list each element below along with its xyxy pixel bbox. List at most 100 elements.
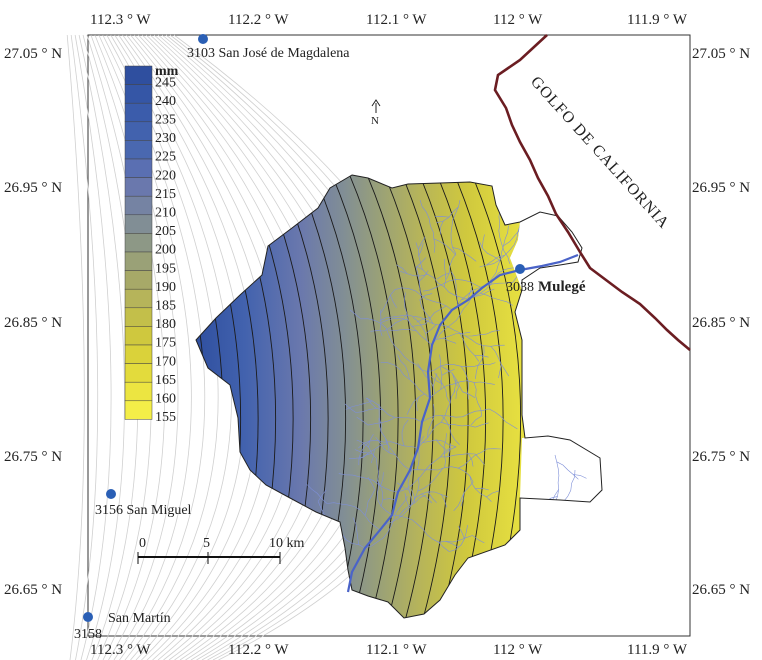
basin-isohyet (364, 175, 417, 618)
stream (443, 433, 447, 468)
stream (455, 385, 460, 399)
rainfall-legend: mm 245 240 235 230 225 220 215 210 205 200 195 190 1… (124, 64, 179, 425)
stream (417, 467, 444, 492)
stream (409, 466, 474, 483)
stream (317, 489, 327, 502)
legend-swatch-160 (124, 381, 153, 402)
stream (453, 481, 474, 511)
basin-isohyet (382, 175, 434, 618)
lon-bottom-2: 112.2 ° W (228, 642, 289, 658)
stream (378, 417, 411, 471)
stream (411, 489, 416, 503)
lat-right-2: 26.95 ° N (692, 180, 750, 196)
stream (490, 346, 510, 377)
legend-swatch-230 (124, 121, 153, 141)
stream (441, 494, 448, 508)
stream (376, 458, 393, 516)
stream (475, 345, 485, 379)
north-label: N (371, 115, 379, 127)
stream (397, 482, 410, 491)
legend-swatch-190 (124, 270, 153, 290)
legend-value-180: 180 (155, 317, 176, 332)
stream (352, 517, 360, 545)
legend-swatch-240 (124, 84, 153, 104)
stream (453, 379, 457, 394)
stream (470, 415, 482, 426)
stream (306, 484, 328, 504)
stream (349, 309, 361, 320)
stream (415, 267, 422, 296)
stream (458, 448, 488, 469)
stream (465, 330, 500, 337)
stream (475, 422, 489, 428)
stream (421, 408, 490, 423)
stream (427, 404, 435, 438)
stream (406, 393, 425, 415)
coastline (493, 34, 691, 351)
lon-top-3: 112.1 ° W (366, 12, 427, 28)
stream (449, 525, 468, 552)
stream (498, 364, 502, 379)
scale-bar: 0 5 10 km (137, 536, 305, 564)
stream (431, 290, 474, 346)
legend-value-205: 205 (155, 224, 176, 239)
scale-label-10: 10 km (269, 536, 305, 551)
stream (440, 220, 444, 235)
stream (345, 400, 373, 410)
lon-bottom-1: 112.3 ° W (90, 642, 151, 658)
legend-swatch-215 (124, 177, 153, 197)
stream (390, 294, 397, 308)
stream (364, 495, 408, 549)
legend-value-195: 195 (155, 261, 176, 276)
stream (391, 514, 450, 552)
lat-right-3: 26.85 ° N (692, 315, 750, 331)
stream (379, 477, 420, 531)
basin-lobe-northeast (510, 212, 582, 280)
lat-left-3: 26.85 ° N (4, 315, 62, 331)
lon-bottom-3: 112.1 ° W (366, 642, 427, 658)
basin-fill (196, 175, 602, 618)
stream (421, 493, 433, 504)
stream (439, 324, 505, 347)
stream (370, 449, 375, 464)
stream (419, 270, 429, 282)
stream (403, 292, 433, 346)
stream (429, 380, 495, 399)
stream (376, 479, 384, 507)
stream (479, 255, 505, 268)
stream (443, 258, 447, 287)
legend-swatch-155 (124, 400, 153, 420)
stream (368, 417, 395, 426)
basin-isohyet (312, 175, 364, 618)
basin-isohyet (417, 175, 469, 618)
stream (486, 224, 521, 266)
stream (418, 242, 424, 257)
stream (380, 317, 409, 323)
legend-value-210: 210 (155, 206, 176, 221)
legend-swatch-235 (124, 102, 153, 123)
legend-value-170: 170 (155, 354, 176, 369)
stream (462, 391, 476, 398)
stream (436, 331, 471, 340)
stream (359, 453, 372, 460)
stream (366, 397, 377, 409)
basin-isohyet (399, 175, 452, 618)
stream (355, 408, 384, 413)
scale-label-5: 5 (203, 536, 210, 551)
stream (573, 474, 587, 479)
stream (440, 453, 476, 458)
stream (388, 329, 417, 332)
stream (460, 366, 470, 400)
legend-value-165: 165 (155, 373, 176, 388)
stream (380, 362, 431, 399)
stream (488, 408, 518, 430)
stream (469, 475, 492, 502)
legend-value-190: 190 (155, 280, 176, 295)
stream (445, 540, 459, 548)
lat-right-5: 26.65 ° N (692, 582, 750, 598)
stream (358, 440, 371, 466)
stream (384, 314, 408, 332)
legend-swatch-175 (124, 326, 153, 346)
stream (440, 365, 463, 392)
